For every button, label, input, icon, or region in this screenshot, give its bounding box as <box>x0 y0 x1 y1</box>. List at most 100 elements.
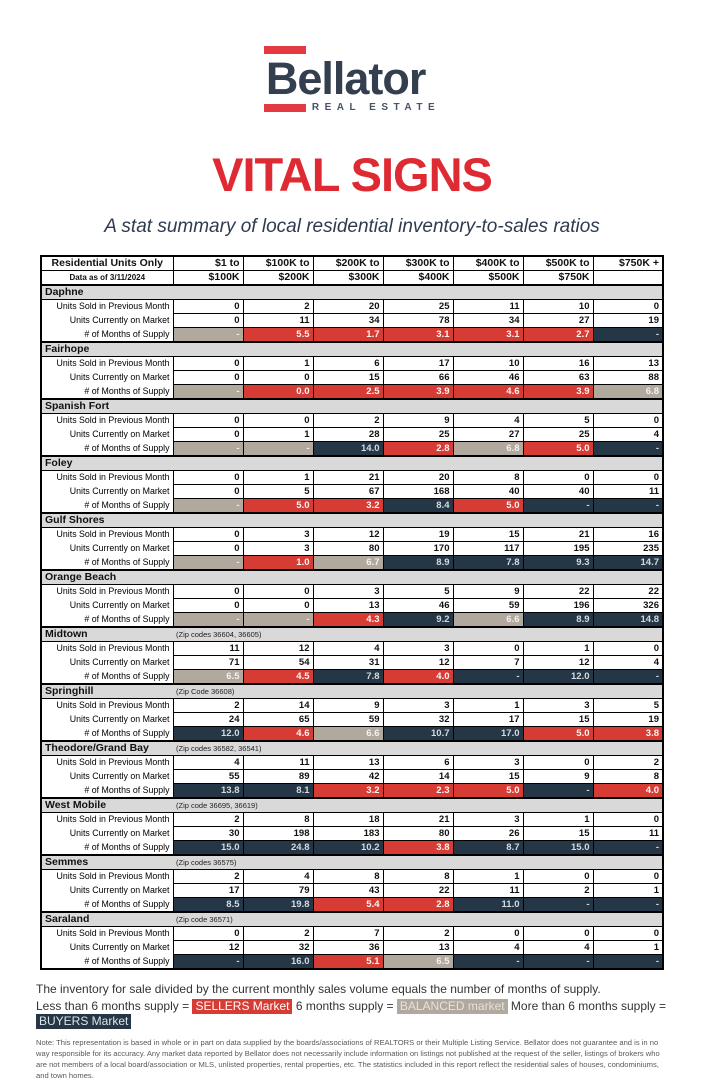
row-label-units-sold: Units Sold in Previous Month <box>41 812 174 827</box>
cell-units-market: 170 <box>382 541 454 556</box>
cell-units-market: 0 <box>242 598 314 613</box>
table-corner-subtitle: Data as of 3/11/2024 <box>40 270 174 286</box>
row-label-units-market: Units Currently on Market <box>41 370 174 385</box>
cell-units-market: 43 <box>312 883 384 898</box>
row-label-months-supply: # of Months of Supply <box>41 783 174 799</box>
units-sold-row: Units Sold in Previous Month 2 14 9 3 1 3 5 <box>41 698 664 713</box>
cell-units-market: 40 <box>452 484 524 499</box>
row-label-units-sold: Units Sold in Previous Month <box>41 470 174 485</box>
cell-units-market: 9 <box>522 769 594 784</box>
price-column-header-line2-6 <box>592 270 664 286</box>
cell-months-supply: - <box>592 498 664 514</box>
cell-units-sold: 4 <box>452 413 524 428</box>
cell-units-market: 15 <box>312 370 384 385</box>
cell-units-market: 46 <box>452 370 524 385</box>
cell-months-supply: 5.5 <box>242 327 314 343</box>
legend-chip-s: SELLERS Market <box>192 999 293 1014</box>
cell-units-market: 32 <box>242 940 314 955</box>
cell-units-market: 4 <box>592 655 664 670</box>
cell-months-supply: 10.2 <box>312 840 384 856</box>
section-name: Fairhope <box>41 341 173 357</box>
cell-units-sold: 5 <box>592 698 664 713</box>
cell-months-supply: 12.0 <box>522 669 594 685</box>
cell-units-sold: 0 <box>592 413 664 428</box>
table-header-row-1: Residential Units Only $1 to $100K to $200K… <box>40 255 664 271</box>
cell-units-market: 195 <box>522 541 594 556</box>
section-header-row: Daphne <box>41 284 663 300</box>
cell-units-sold: 3 <box>522 698 594 713</box>
cell-months-supply: 4.6 <box>452 384 524 400</box>
cell-units-market: 5 <box>242 484 314 499</box>
cell-months-supply: 4.3 <box>312 612 384 628</box>
cell-units-sold: 2 <box>242 299 314 314</box>
row-label-units-sold: Units Sold in Previous Month <box>41 299 174 314</box>
section-zip-codes: (Zip code 36695, 36619) <box>173 797 663 813</box>
units-sold-row: Units Sold in Previous Month 0 0 2 9 4 5 0 <box>41 413 664 428</box>
cell-months-supply: - <box>452 669 524 685</box>
brand-tagline: REAL ESTATE <box>311 102 441 113</box>
cell-months-supply: 17.0 <box>452 726 524 742</box>
cell-months-supply: - <box>592 840 664 856</box>
cell-units-market: 26 <box>452 826 524 841</box>
months-supply-row: # of Months of Supply 8.5 19.8 5.4 2.8 11.0- - <box>41 897 664 913</box>
cell-units-market: 88 <box>592 370 664 385</box>
cell-months-supply: 3.8 <box>382 840 454 856</box>
brand-logo: Bellator REAL ESTATE <box>0 0 704 113</box>
cell-units-market: 196 <box>522 598 594 613</box>
units-market-row: Units Currently on Market 0 0 15 66 46 63 88 <box>41 370 664 385</box>
cell-units-market: 15 <box>522 826 594 841</box>
cell-units-sold: 0 <box>522 869 594 884</box>
cell-units-sold: 7 <box>312 926 384 941</box>
section-zip-codes: (Zip codes 36575) <box>173 854 663 870</box>
cell-units-market: 34 <box>452 313 524 328</box>
cell-units-market: 7 <box>452 655 524 670</box>
cell-units-sold: 4 <box>242 869 314 884</box>
cell-months-supply: 24.8 <box>242 840 314 856</box>
section-header-row: Orange Beach <box>41 569 663 585</box>
price-column-header-line1-5: $500K to <box>522 255 594 271</box>
section-name: Semmes <box>41 854 173 870</box>
cell-units-market: 12 <box>382 655 454 670</box>
cell-units-sold: 0 <box>172 527 244 542</box>
disclaimer-note: Note: This representation is based in wh… <box>36 1038 660 1080</box>
section-zip-codes <box>173 512 663 528</box>
row-label-units-market: Units Currently on Market <box>41 427 174 442</box>
price-column-header-line2-2: $300K <box>312 270 384 286</box>
cell-months-supply: 8.7 <box>452 840 524 856</box>
cell-months-supply: 1.7 <box>312 327 384 343</box>
cell-units-sold: 0 <box>242 584 314 599</box>
row-label-months-supply: # of Months of Supply <box>41 498 174 514</box>
cell-units-market: 40 <box>522 484 594 499</box>
cell-months-supply: - <box>172 498 244 514</box>
section-header-row: Saraland (Zip code 36571) <box>41 911 663 927</box>
cell-units-market: 46 <box>382 598 454 613</box>
cell-units-sold: 2 <box>242 926 314 941</box>
cell-months-supply: 14.7 <box>592 555 664 571</box>
cell-months-supply: 12.0 <box>172 726 244 742</box>
cell-months-supply: - <box>242 612 314 628</box>
cell-months-supply: 6.8 <box>452 441 524 457</box>
cell-units-market: 1 <box>242 427 314 442</box>
section-zip-codes: (Zip Code 36608) <box>173 683 663 699</box>
section-name: Springhill <box>41 683 173 699</box>
cell-months-supply: 8.9 <box>522 612 594 628</box>
cell-units-sold: 0 <box>242 413 314 428</box>
bellator-logo: Bellator REAL ESTATE <box>263 46 441 113</box>
cell-units-market: 22 <box>382 883 454 898</box>
cell-months-supply: 8.9 <box>382 555 454 571</box>
cell-months-supply: 4.5 <box>242 669 314 685</box>
cell-units-market: 59 <box>312 712 384 727</box>
cell-months-supply: - <box>592 441 664 457</box>
cell-months-supply: 13.8 <box>172 783 244 799</box>
months-supply-row: # of Months of Supply 6.5 4.5 7.8 4.0-12.0- <box>41 669 664 685</box>
months-supply-row: # of Months of Supply 12.0 4.6 6.6 10.7 17.0 5… <box>41 726 664 742</box>
cell-months-supply: 0.0 <box>242 384 314 400</box>
row-label-months-supply: # of Months of Supply <box>41 612 174 628</box>
cell-units-sold: 0 <box>452 641 524 656</box>
cell-units-market: 11 <box>592 484 664 499</box>
cell-units-market: 27 <box>522 313 594 328</box>
cell-months-supply: 3.9 <box>522 384 594 400</box>
row-label-months-supply: # of Months of Supply <box>41 669 174 685</box>
cell-months-supply: 2.5 <box>312 384 384 400</box>
units-sold-row: Units Sold in Previous Month 0 2 7 2 0 0 0 <box>41 926 664 941</box>
